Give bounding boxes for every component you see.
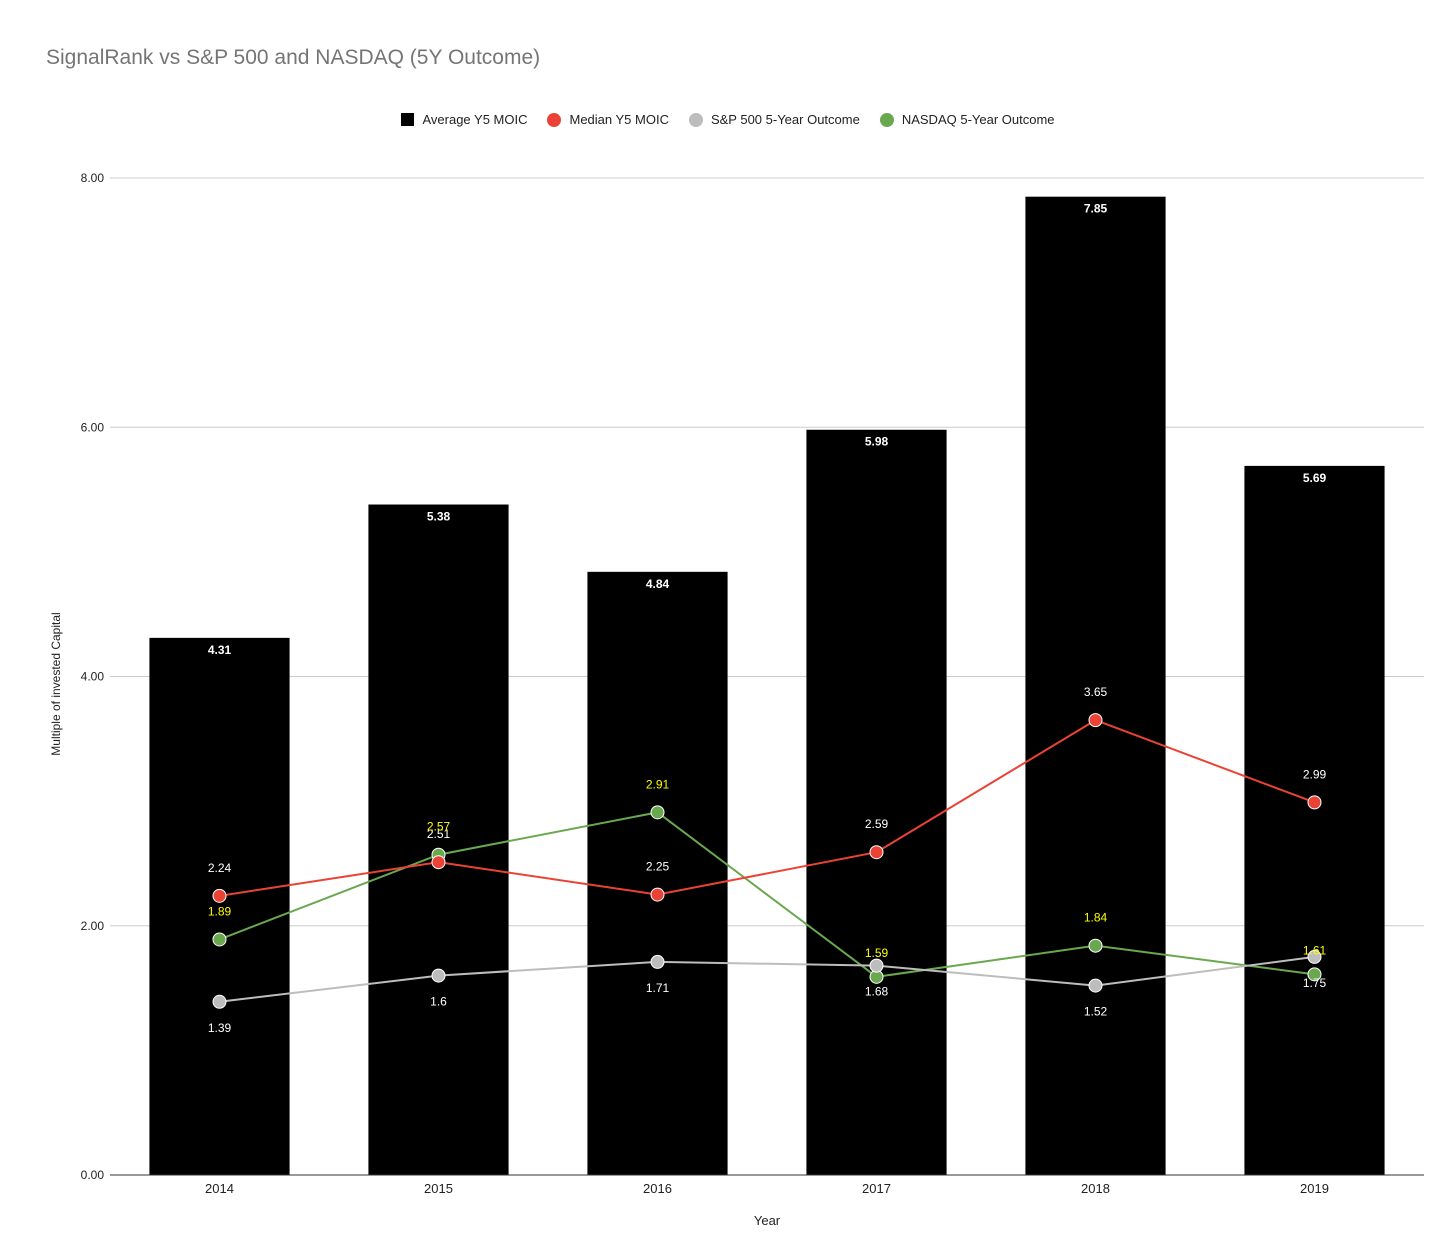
point-data-label: 2.25 — [646, 860, 670, 874]
data-point — [212, 994, 227, 1009]
data-point — [1307, 795, 1322, 810]
bar-data-label: 5.98 — [865, 435, 889, 449]
data-point — [1307, 967, 1322, 982]
data-point — [650, 954, 665, 969]
legend-swatch-average — [401, 113, 415, 126]
point-data-label: 1.52 — [1084, 1005, 1108, 1019]
y-tick-label: 2.00 — [81, 919, 105, 933]
bar — [806, 429, 947, 1175]
point-data-label: 2.51 — [427, 827, 451, 841]
point-data-label: 1.84 — [1084, 911, 1108, 925]
legend-item-nasdaq: NASDAQ 5-Year Outcome — [879, 112, 1055, 127]
legend-item-median: Median Y5 MOIC — [547, 112, 669, 127]
legend-label-sp500: S&P 500 5-Year Outcome — [710, 112, 860, 127]
y-tick-label: 8.00 — [81, 171, 105, 185]
bar — [368, 504, 509, 1176]
legend-swatch-nasdaq — [879, 112, 894, 127]
legend-item-sp500: S&P 500 5-Year Outcome — [688, 112, 860, 127]
point-data-label: 2.99 — [1303, 767, 1327, 781]
x-tick-label: 2019 — [1300, 1181, 1329, 1196]
point-data-label: 1.89 — [208, 904, 232, 918]
x-tick-label: 2014 — [205, 1181, 234, 1196]
legend-swatch-sp500 — [688, 112, 703, 127]
bar-data-label: 7.85 — [1084, 202, 1108, 216]
point-data-label: 1.68 — [865, 985, 889, 999]
legend-swatch-median — [547, 112, 562, 127]
point-data-label: 2.91 — [646, 777, 670, 791]
bar — [149, 637, 290, 1175]
x-tick-label: 2018 — [1081, 1181, 1110, 1196]
chart-title: SignalRank vs S&P 500 and NASDAQ (5Y Out… — [46, 46, 541, 69]
y-axis-label: Multiple of invested Capital — [49, 612, 63, 756]
legend-item-average: Average Y5 MOIC — [401, 112, 527, 127]
data-point — [650, 805, 665, 820]
x-tick-label: 2015 — [424, 1181, 453, 1196]
data-point — [869, 845, 884, 860]
data-point — [431, 855, 446, 870]
data-point — [650, 887, 665, 902]
chart-legend: Average Y5 MOIC Median Y5 MOIC S&P 500 5… — [0, 112, 1456, 127]
bar-data-label: 4.31 — [208, 643, 232, 657]
bar-data-label: 4.84 — [646, 577, 670, 591]
point-data-label: 2.24 — [208, 861, 232, 875]
series-line — [219, 811, 1315, 978]
point-data-label: 1.59 — [865, 946, 889, 960]
x-tick-label: 2017 — [862, 1181, 891, 1196]
bar-data-label: 5.69 — [1303, 471, 1327, 485]
y-tick-label: 6.00 — [81, 420, 105, 434]
point-data-label: 2.57 — [427, 820, 451, 834]
data-point — [1088, 938, 1103, 953]
data-point — [869, 958, 884, 973]
bar — [1244, 465, 1385, 1175]
legend-label-nasdaq: NASDAQ 5-Year Outcome — [901, 112, 1055, 127]
data-point — [1088, 713, 1103, 728]
series-line — [219, 955, 1315, 1003]
point-data-label: 3.65 — [1084, 685, 1108, 699]
legend-label-median: Median Y5 MOIC — [569, 112, 669, 127]
point-data-label: 1.6 — [430, 995, 447, 1009]
point-data-label: 1.61 — [1303, 943, 1327, 957]
point-data-label: 2.59 — [865, 817, 889, 831]
data-point — [212, 888, 227, 903]
bar — [1025, 196, 1166, 1176]
y-tick-label: 0.00 — [81, 1168, 105, 1182]
y-tick-label: 4.00 — [81, 670, 105, 684]
point-data-label: 1.71 — [646, 981, 670, 995]
point-data-label: 1.75 — [1303, 976, 1327, 990]
bar — [587, 571, 728, 1175]
data-point — [1088, 978, 1103, 993]
data-point — [1307, 949, 1322, 964]
x-tick-label: 2016 — [643, 1181, 672, 1196]
point-data-label: 1.39 — [208, 1021, 232, 1035]
data-point — [431, 968, 446, 983]
data-point — [212, 932, 227, 947]
series-line — [219, 719, 1315, 897]
bar-data-label: 5.38 — [427, 510, 451, 524]
legend-label-average: Average Y5 MOIC — [422, 112, 528, 127]
x-axis-label: Year — [753, 1213, 781, 1228]
